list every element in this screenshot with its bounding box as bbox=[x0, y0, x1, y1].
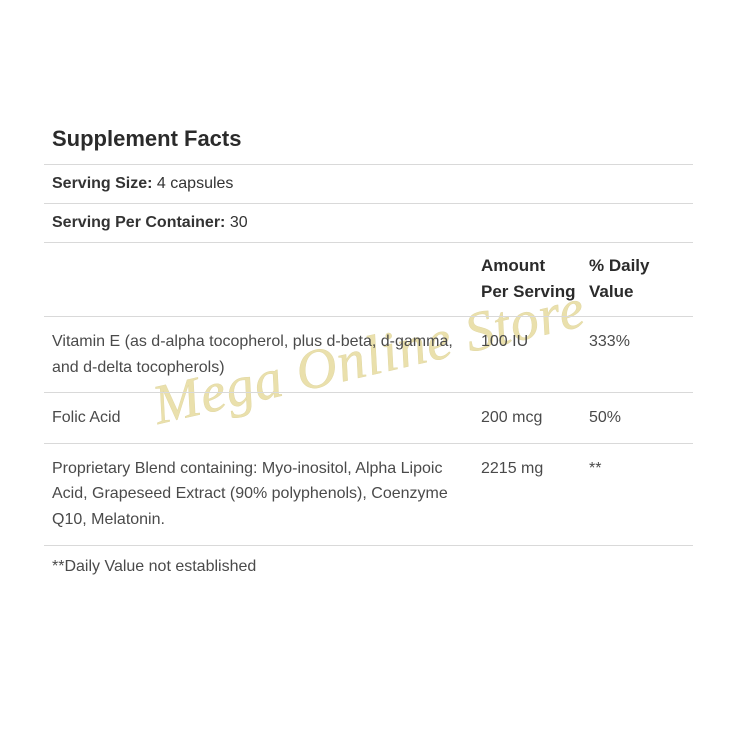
serving-per-container-row: Serving Per Container: 30 bbox=[44, 203, 693, 242]
ingredient-dv: 333% bbox=[589, 329, 685, 355]
supplement-facts-panel: Supplement Facts Serving Size: 4 capsule… bbox=[44, 120, 693, 576]
column-headers: Amount Per Serving % Daily Value bbox=[44, 242, 693, 316]
ingredient-amount: 100 IU bbox=[481, 329, 577, 355]
footnote: **Daily Value not established bbox=[44, 545, 693, 576]
ingredient-dv: ** bbox=[589, 456, 685, 482]
serving-per-container-value: 30 bbox=[225, 214, 247, 231]
table-row: Proprietary Blend containing: Myo-inosit… bbox=[44, 443, 693, 545]
panel-title: Supplement Facts bbox=[44, 120, 693, 164]
table-row: Vitamin E (as d-alpha tocopherol, plus d… bbox=[44, 316, 693, 392]
ingredient-name: Vitamin E (as d-alpha tocopherol, plus d… bbox=[52, 329, 469, 380]
ingredient-amount: 200 mcg bbox=[481, 405, 577, 431]
serving-size-label: Serving Size: bbox=[52, 175, 152, 192]
ingredient-name: Proprietary Blend containing: Myo-inosit… bbox=[52, 456, 469, 533]
serving-per-container-label: Serving Per Container: bbox=[52, 214, 225, 231]
ingredient-amount: 2215 mg bbox=[481, 456, 577, 482]
col-header-dv: % Daily Value bbox=[589, 253, 685, 304]
table-row: Folic Acid 200 mcg 50% bbox=[44, 392, 693, 443]
serving-size-value: 4 capsules bbox=[152, 175, 233, 192]
col-header-amount: Amount Per Serving bbox=[481, 253, 577, 304]
serving-size-row: Serving Size: 4 capsules bbox=[44, 164, 693, 203]
ingredient-name: Folic Acid bbox=[52, 405, 469, 431]
ingredient-dv: 50% bbox=[589, 405, 685, 431]
